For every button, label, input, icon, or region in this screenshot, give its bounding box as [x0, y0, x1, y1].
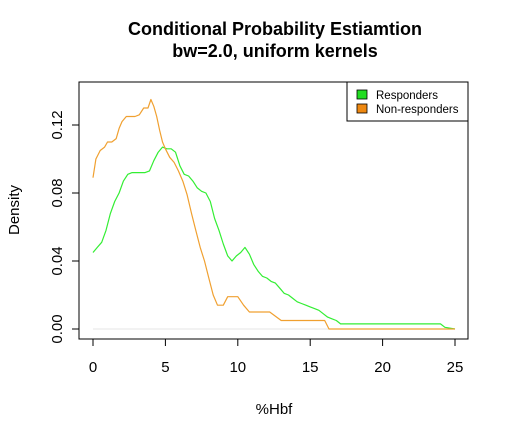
- chart-title: Conditional Probability Estiamtion: [128, 19, 422, 39]
- x-tick-label: 25: [447, 359, 464, 376]
- series-layer: [92, 98, 456, 330]
- x-axis-title: %Hbf: [256, 401, 294, 418]
- y-tick-label: 0.08: [49, 178, 66, 207]
- series-line-non-responders: [92, 98, 455, 330]
- legend: Responders Non-responders: [346, 81, 469, 122]
- x-tick-label: 10: [229, 359, 246, 376]
- series-line-responders: [92, 146, 456, 330]
- y-axis: 0.00 0.04 0.08 0.12: [49, 110, 80, 344]
- legend-swatch-non-responders: [356, 103, 368, 114]
- x-tick-label: 20: [374, 359, 391, 376]
- x-axis: 0 5 10 15 20 25: [89, 338, 464, 376]
- y-tick-label: 0.00: [49, 314, 66, 343]
- y-axis-title: Density: [6, 184, 23, 235]
- chart-subtitle: bw=2.0, uniform kernels: [172, 41, 378, 61]
- legend-label-non-responders: Non-responders: [376, 104, 459, 116]
- legend-label-responders: Responders: [376, 90, 438, 102]
- x-tick-label: 5: [161, 359, 169, 376]
- legend-box: [346, 81, 469, 122]
- legend-swatch-responders: [356, 89, 368, 100]
- x-tick-label: 15: [302, 359, 319, 376]
- y-tick-label: 0.04: [49, 246, 66, 275]
- x-tick-label: 0: [89, 359, 97, 376]
- y-tick-label: 0.12: [49, 110, 66, 139]
